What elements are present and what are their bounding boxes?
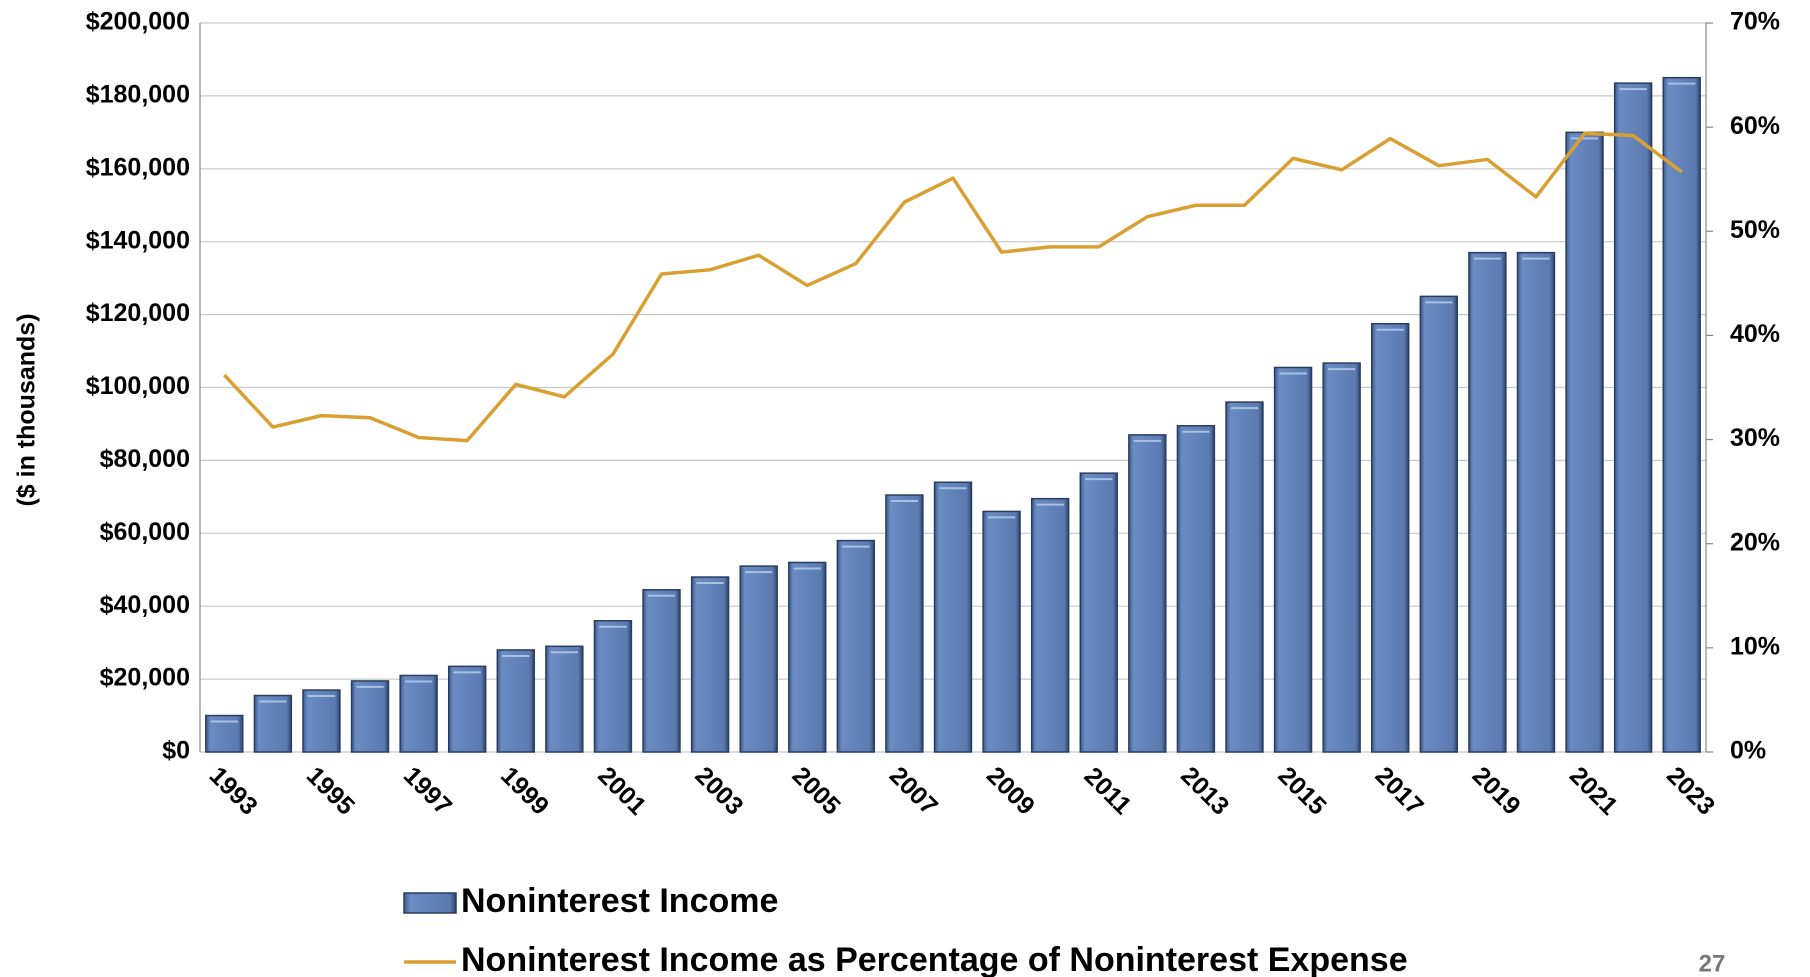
x-tick-label: 2007 [884, 761, 943, 820]
x-tick-label: 2009 [981, 761, 1040, 820]
bar [253, 694, 293, 753]
bar [739, 565, 778, 753]
y2-tick-label: 60% [1730, 112, 1780, 140]
bar [982, 510, 1021, 753]
bar [1516, 251, 1556, 753]
page-number: 27 [1699, 950, 1726, 977]
y-tick-label: $20,000 [100, 664, 190, 692]
bar [1371, 322, 1410, 753]
bar [642, 589, 681, 753]
bar [1273, 366, 1313, 753]
bar [593, 620, 633, 753]
bar [1468, 251, 1507, 753]
y-tick-label: $100,000 [86, 372, 190, 400]
x-tick-label: 2011 [1079, 762, 1137, 820]
y2-tick-label: 0% [1730, 737, 1766, 765]
bar [1613, 82, 1653, 753]
bar [885, 494, 924, 753]
bar [1030, 497, 1070, 753]
bar [1565, 131, 1604, 753]
y-axis-label: ($ in thousands) [13, 313, 41, 506]
y2-tick-label: 50% [1730, 216, 1780, 244]
bar [399, 674, 438, 753]
x-tick-label: 1999 [495, 761, 554, 820]
bar [1079, 472, 1118, 753]
bar [933, 481, 973, 753]
y-tick-label: $200,000 [86, 8, 190, 36]
x-tick-label: 2005 [787, 761, 846, 820]
bar [350, 680, 390, 753]
y-tick-label: $0 [162, 737, 190, 765]
bar [836, 539, 876, 753]
bar [1419, 295, 1459, 753]
bar [496, 649, 535, 753]
y-tick-label: $80,000 [100, 445, 190, 473]
y2-tick-label: 70% [1730, 8, 1780, 36]
x-tick-label: 2021 [1564, 761, 1623, 820]
y2-tick-label: 40% [1730, 320, 1780, 348]
y-tick-label: $140,000 [86, 226, 190, 254]
y2-tick-label: 10% [1730, 632, 1780, 660]
legend-label: Noninterest Income as Percentage of Noni… [461, 941, 1408, 977]
bar [545, 645, 584, 753]
y-tick-label: $160,000 [86, 153, 190, 181]
bar [690, 576, 730, 753]
x-tick-label: 2015 [1272, 761, 1331, 820]
bar [1662, 76, 1701, 753]
bar [1225, 401, 1264, 753]
x-tick-label: 2001 [592, 761, 651, 820]
legend-swatch [403, 892, 457, 914]
bar [1176, 425, 1216, 753]
x-tick-label: 2003 [690, 761, 749, 820]
y2-tick-label: 30% [1730, 424, 1780, 452]
x-tick-label: 2013 [1175, 761, 1234, 820]
bar [1322, 362, 1361, 753]
y2-tick-label: 20% [1730, 528, 1780, 556]
bar [447, 665, 487, 753]
bar [788, 561, 827, 753]
x-tick-label: 1993 [204, 761, 263, 820]
y-tick-label: $120,000 [86, 299, 190, 327]
x-tick-label: 2017 [1370, 761, 1429, 820]
x-tick-label: 2019 [1467, 761, 1526, 820]
y-tick-label: $60,000 [100, 518, 190, 546]
x-tick-label: 2023 [1661, 761, 1720, 820]
y-tick-label: $40,000 [100, 591, 190, 619]
y-tick-label: $180,000 [86, 81, 190, 109]
bar [1128, 434, 1167, 753]
line [223, 131, 1683, 443]
legend-label: Noninterest Income [461, 882, 778, 920]
bar [302, 689, 341, 753]
x-tick-label: 1997 [398, 761, 457, 820]
x-tick-label: 1995 [301, 761, 360, 820]
